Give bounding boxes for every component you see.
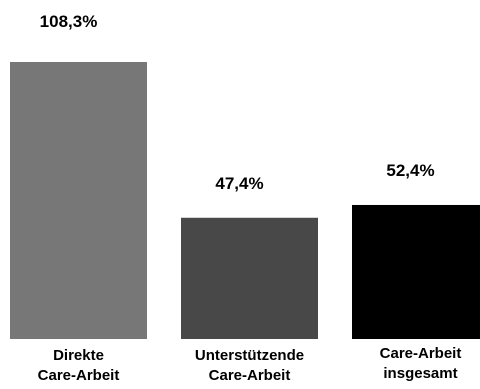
value-label-2: 47,4% [215, 174, 263, 193]
bar-1 [10, 62, 147, 339]
category-label-2-line-2: Care-Arbeit [209, 367, 291, 384]
value-label-1: 108,3% [40, 12, 98, 31]
value-label-3: 52,4% [386, 161, 434, 180]
category-label-3-line-2: insgesamt [383, 365, 457, 382]
category-label-2-line-1: Unterstützende [195, 347, 304, 364]
category-label-1-line-1: Direkte [53, 347, 104, 364]
bar-2 [181, 217, 318, 339]
category-label-3-line-1: Care-Arbeit [380, 345, 462, 362]
bar-3 [352, 204, 480, 339]
category-label-1-line-2: Care-Arbeit [38, 367, 120, 384]
